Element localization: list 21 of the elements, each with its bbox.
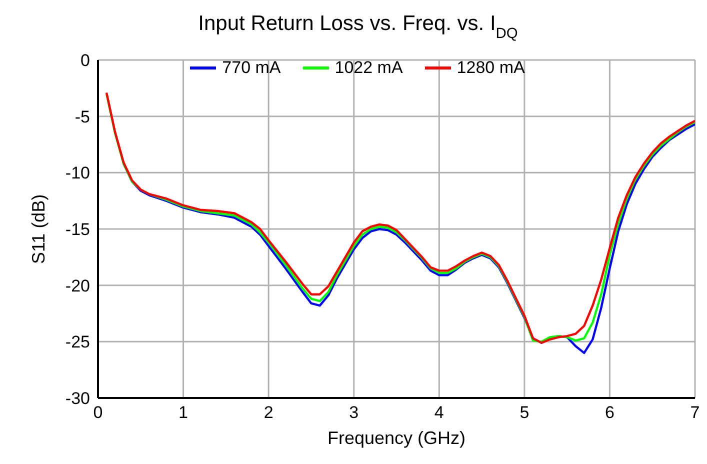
x-tick-label: 0 xyxy=(93,403,103,422)
y-tick-label: -10 xyxy=(65,164,90,183)
legend-label: 770 mA xyxy=(221,58,281,78)
y-tick-label: 0 xyxy=(80,51,90,70)
x-tick-label: 4 xyxy=(434,403,444,422)
x-tick-label: 7 xyxy=(690,403,700,422)
y-tick-label: -30 xyxy=(65,389,90,408)
chart-title: Input Return Loss vs. Freq. vs. I$_{DQ}$ xyxy=(198,12,518,42)
x-axis-title: Frequency (GHz) xyxy=(327,428,466,448)
x-tick-label: 2 xyxy=(264,403,274,422)
x-tick-label: 5 xyxy=(520,403,530,422)
x-tick-label: 3 xyxy=(349,403,359,422)
y-axis-title: S11 (dB) xyxy=(28,194,48,264)
x-tick-label: 1 xyxy=(178,403,188,422)
y-tick-label: -20 xyxy=(65,276,90,296)
y-tick-label: -5 xyxy=(74,107,90,126)
y-tick-label: -15 xyxy=(65,220,90,240)
y-tick-label: -25 xyxy=(65,332,90,352)
legend-label: 1280 mA xyxy=(456,58,525,78)
legend-label: 1022 mA xyxy=(334,58,403,78)
x-tick-label: 6 xyxy=(604,403,614,422)
